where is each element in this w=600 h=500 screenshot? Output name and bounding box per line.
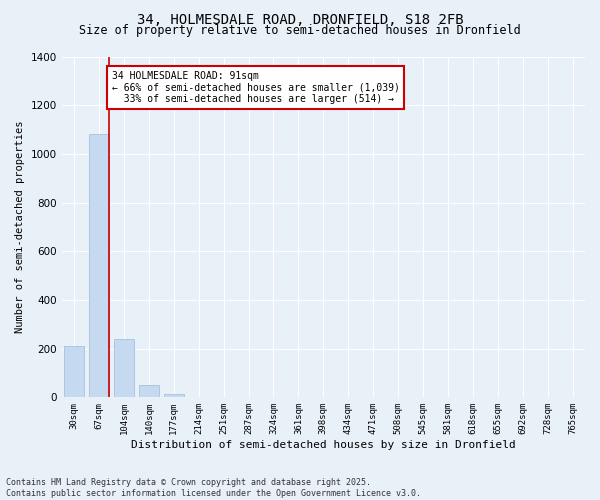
Text: 34, HOLMESDALE ROAD, DRONFIELD, S18 2FB: 34, HOLMESDALE ROAD, DRONFIELD, S18 2FB <box>137 12 463 26</box>
Bar <box>89 134 109 398</box>
Text: Contains HM Land Registry data © Crown copyright and database right 2025.
Contai: Contains HM Land Registry data © Crown c… <box>6 478 421 498</box>
Bar <box>64 346 84 398</box>
Text: 34 HOLMESDALE ROAD: 91sqm
← 66% of semi-detached houses are smaller (1,039)
  33: 34 HOLMESDALE ROAD: 91sqm ← 66% of semi-… <box>112 71 400 104</box>
Y-axis label: Number of semi-detached properties: Number of semi-detached properties <box>15 120 25 333</box>
X-axis label: Distribution of semi-detached houses by size in Dronfield: Distribution of semi-detached houses by … <box>131 440 516 450</box>
Bar <box>139 385 159 398</box>
Text: Size of property relative to semi-detached houses in Dronfield: Size of property relative to semi-detach… <box>79 24 521 37</box>
Bar <box>164 394 184 398</box>
Bar <box>114 339 134 398</box>
